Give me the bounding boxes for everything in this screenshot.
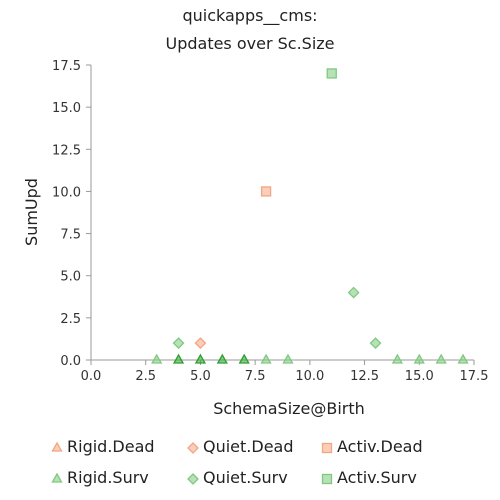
- x-tick-label: 5.0: [190, 369, 211, 384]
- x-tick-label: 0.0: [81, 369, 102, 384]
- legend-marker-icon: [51, 441, 63, 452]
- data-point: [457, 353, 469, 364]
- y-tick-label: 12.5: [52, 143, 81, 158]
- series-quiet-surv: [172, 286, 382, 350]
- y-tick-label: 5.0: [60, 270, 81, 285]
- y-tick-label: 10.0: [52, 185, 81, 200]
- y-tick-label: 0.0: [60, 354, 81, 369]
- data-point: [151, 353, 163, 364]
- chart-title-line-1: quickapps__cms:: [182, 6, 318, 25]
- data-point: [413, 353, 425, 364]
- legend-marker-icon: [321, 442, 333, 453]
- series-quiet-dead: [194, 337, 207, 350]
- data-point: [216, 353, 228, 364]
- series-activ-dead: [260, 186, 272, 197]
- data-point: [369, 337, 382, 350]
- x-tick-label: 12.5: [350, 369, 379, 384]
- legend-marker-icon: [321, 473, 333, 484]
- y-tick-label: 7.5: [60, 228, 81, 243]
- legend-item-activ-dead: Activ.Dead: [320, 437, 423, 456]
- legend-item-quiet-dead: Quiet.Dead: [186, 437, 294, 456]
- series-activ-surv: [326, 68, 337, 79]
- data-point: [238, 353, 250, 364]
- legend-label: Activ.Dead: [337, 437, 423, 456]
- legend-item-rigid-dead: Rigid.Dead: [50, 437, 155, 456]
- data-point: [326, 68, 337, 79]
- data-point: [194, 337, 207, 350]
- data-point: [391, 353, 404, 364]
- axes: 0.0 2.5 5.0 7.5 10.0 12.5 15.0 17.5 0.0 2.5 5.0 7.5…: [52, 59, 488, 384]
- data-point: [282, 353, 294, 364]
- x-tick-label: 15.0: [405, 369, 434, 384]
- legend-label: Quiet.Surv: [203, 468, 288, 487]
- data-point: [260, 186, 272, 197]
- chart-title-line-2: Updates over Sc.Size: [165, 34, 335, 53]
- y-tick-label: 17.5: [52, 59, 81, 74]
- legend-label: Activ.Surv: [337, 468, 417, 487]
- data-point: [347, 286, 360, 299]
- legend-marker-icon: [187, 441, 199, 454]
- x-tick-label: 7.5: [245, 369, 266, 384]
- legend-marker: [51, 472, 63, 483]
- data-point: [172, 337, 185, 350]
- data-point: [194, 353, 207, 364]
- data-point: [172, 353, 185, 364]
- legend-marker-icon: [51, 472, 63, 483]
- y-tick-label: 15.0: [52, 101, 81, 116]
- y-axis-label: SumUpd: [22, 178, 41, 246]
- x-tick-label: 2.5: [135, 369, 156, 384]
- legend-marker: [321, 442, 333, 453]
- legend-item-quiet-surv: Quiet.Surv: [186, 468, 288, 487]
- legend-label: Rigid.Dead: [67, 437, 155, 456]
- legend-item-activ-surv: Activ.Surv: [320, 468, 417, 487]
- legend-item-rigid-surv: Rigid.Surv: [50, 468, 149, 487]
- data-marks: [151, 68, 469, 364]
- legend-marker: [321, 473, 333, 484]
- legend-label: Rigid.Surv: [67, 468, 149, 487]
- series-rigid-surv: [151, 353, 469, 364]
- data-point: [435, 353, 447, 364]
- x-tick-label: 10.0: [295, 369, 324, 384]
- legend-marker: [51, 441, 63, 452]
- legend-marker: [187, 441, 199, 454]
- legend-marker-icon: [187, 472, 199, 485]
- y-tick-label: 2.5: [60, 312, 81, 327]
- x-tick-label: 17.5: [460, 369, 489, 384]
- legend-label: Quiet.Dead: [203, 437, 294, 456]
- data-point: [260, 353, 272, 364]
- legend-marker: [187, 472, 199, 485]
- x-axis-label: SchemaSize@Birth: [213, 399, 365, 418]
